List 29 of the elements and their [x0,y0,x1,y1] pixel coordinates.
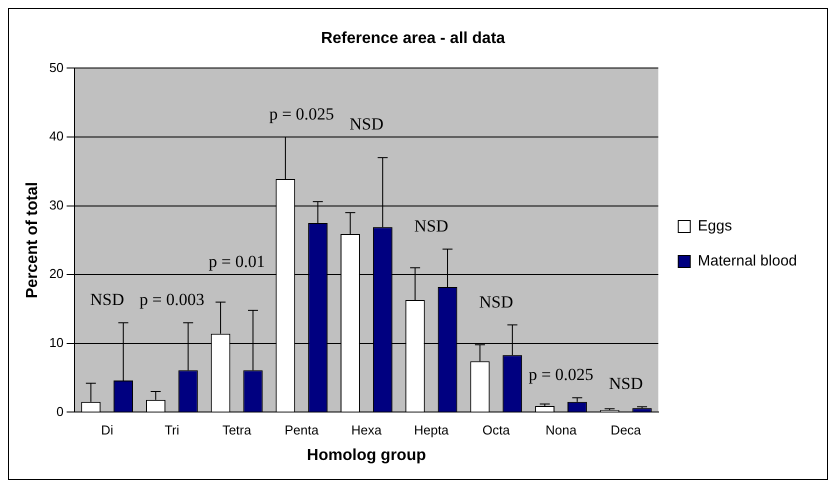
annotation: p = 0.025 [269,104,334,124]
annotation: p = 0.025 [528,365,594,384]
annotation: NSD [349,114,384,134]
x-tick-label: Hepta [414,422,450,438]
annotation: NSD [414,216,448,236]
x-tick-label: Penta [284,422,320,438]
y-tick-label: 30 [49,197,64,212]
annotation: NSD [608,374,643,394]
y-tick-label: 20 [49,266,64,282]
y-tick-label: 0 [56,404,64,419]
y-tick-label: 40 [49,128,64,144]
y-axis-title: Percent of total [24,182,42,298]
legend-label: Maternal blood [698,252,798,270]
chart-title: Reference area - all data [320,30,506,48]
annotation: p = 0.01 [208,252,265,272]
x-tick-label: Tetra [222,422,252,438]
x-tick-label: Nona [545,422,578,438]
annotation: NSD [90,290,124,310]
annotation: NSD [479,292,514,312]
x-tick-label: Deca [610,422,642,438]
x-axis-title: Homolog group [306,446,426,464]
x-tick-label: Hexa [351,422,382,438]
x-tick-label: Di [100,422,114,438]
y-tick-label: 10 [49,334,64,350]
x-tick-label: Octa [482,422,511,438]
annotation: p = 0.003 [140,290,204,310]
y-tick-label: 50 [49,60,64,75]
x-tick-label: Tri [164,422,180,438]
legend-label: Eggs [698,218,732,235]
